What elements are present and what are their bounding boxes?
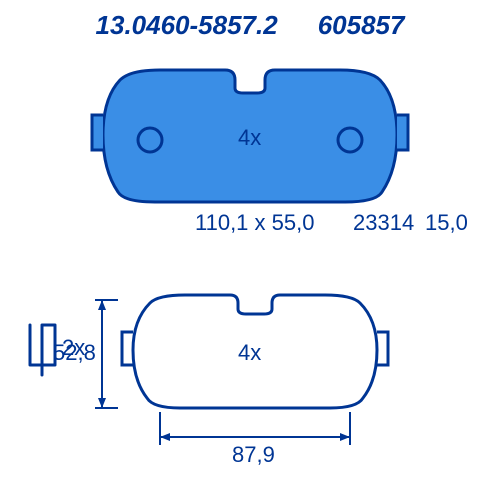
top-pad-dims: 110,1 x 55,0 [195,210,314,236]
drawing-svg [0,0,500,500]
bottom-pad-ear-right [377,332,388,365]
top-pad-qty: 4x [238,125,261,151]
bottom-pad-ear-left [122,332,133,365]
dim-width [160,412,350,445]
bottom-pad-qty: 4x [238,340,261,366]
dim-height [95,300,118,408]
top-pad-code-a: 23314 [353,210,414,236]
clip-icon [30,325,55,375]
bottom-pad [95,295,388,445]
clip-qty: 2x [62,335,85,361]
top-pad-code-b: 15,0 [425,210,468,236]
diagram-stage: 13.0460-5857.2 605857 [0,0,500,500]
top-pad-ear-right [397,115,408,150]
bottom-pad-width: 87,9 [232,442,275,468]
top-pad-ear-left [92,115,103,150]
